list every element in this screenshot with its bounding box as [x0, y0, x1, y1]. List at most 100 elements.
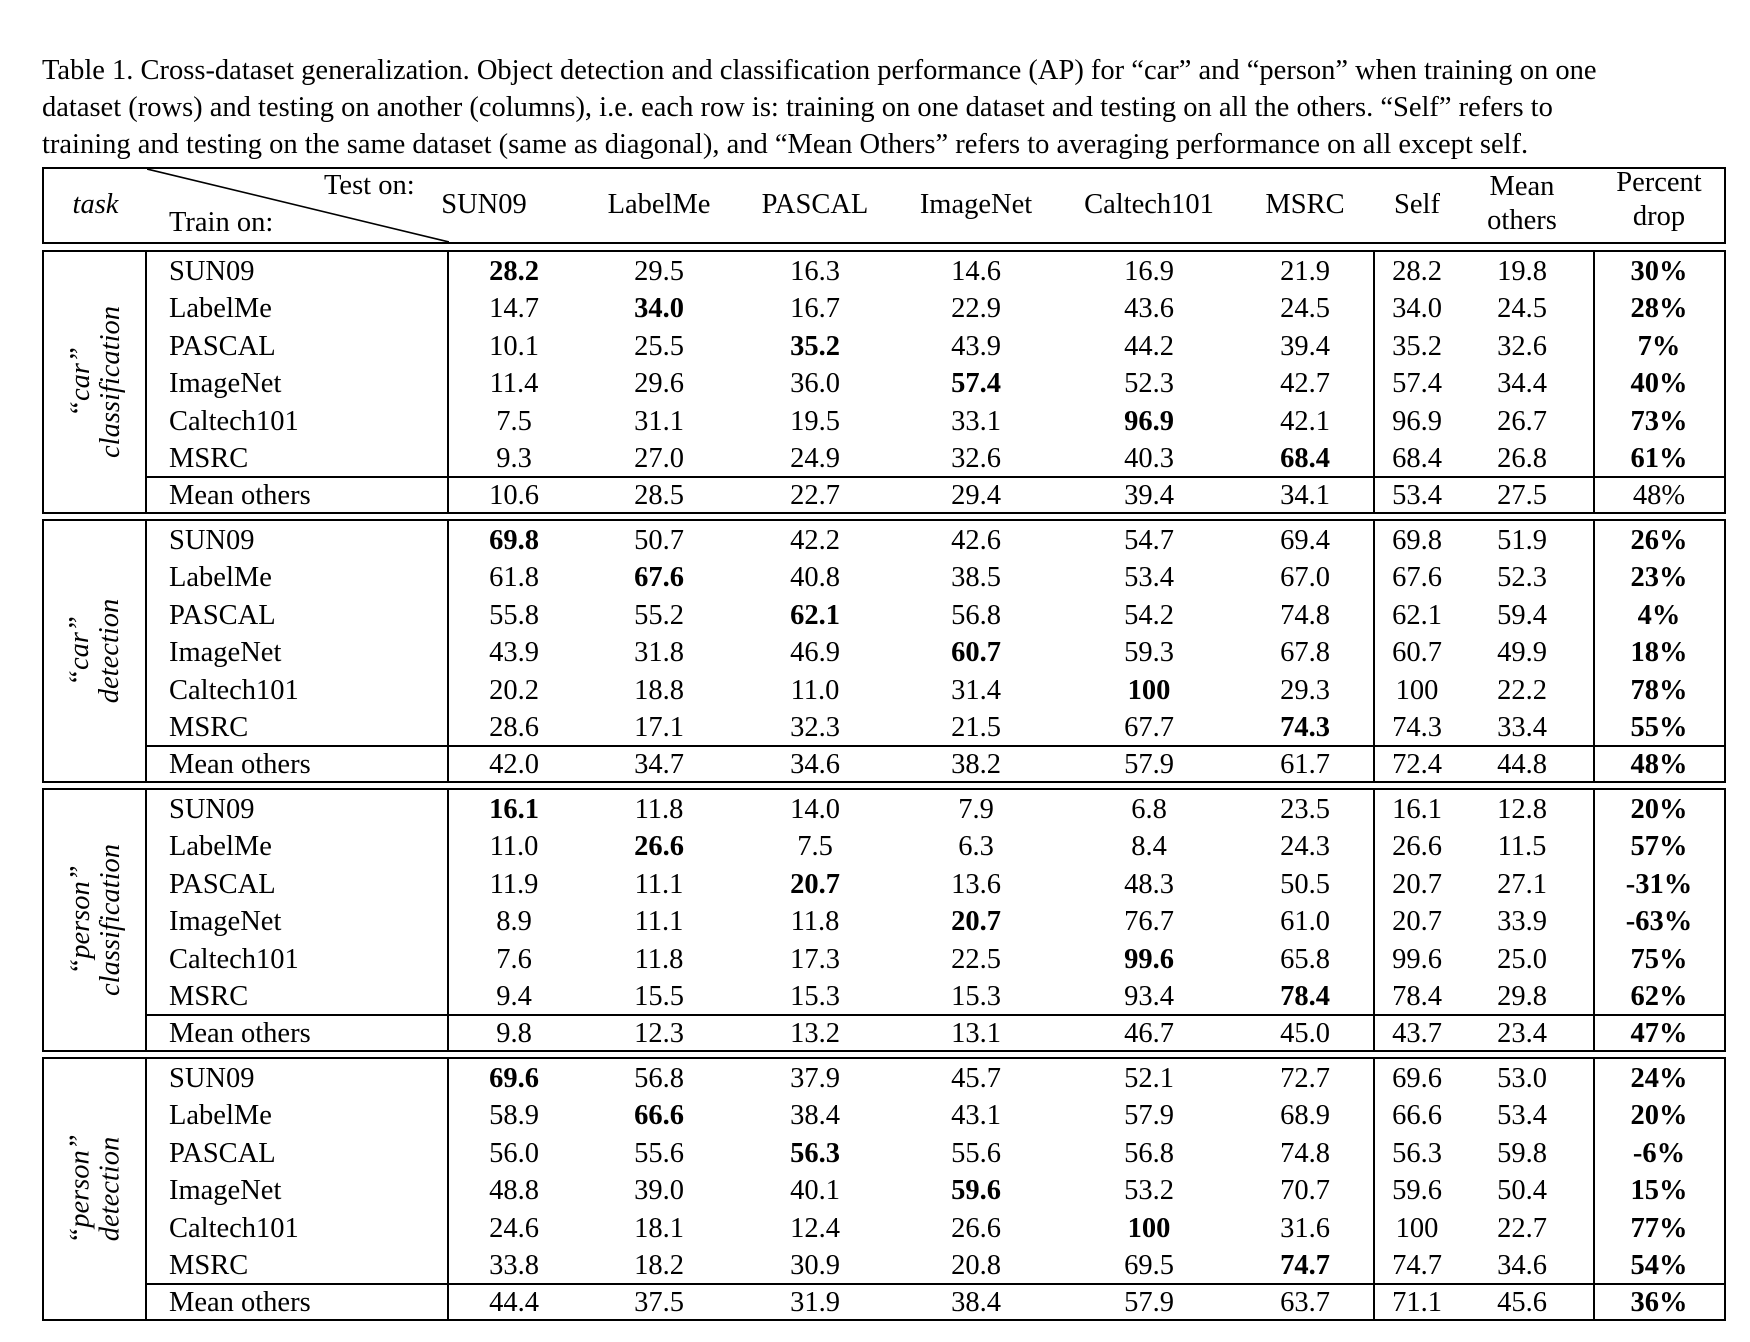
ap-cell: 39.4 [1280, 330, 1330, 362]
ap-cell: 34.7 [634, 749, 684, 781]
ap-cell: 69.4 [1280, 525, 1330, 556]
percent-drop-cell: 54% [1630, 1250, 1688, 1281]
percent-drop-cell: 26% [1630, 525, 1688, 556]
percent-drop-cell: 48% [1630, 749, 1688, 781]
ap-cell: 55.2 [634, 599, 684, 631]
percent-drop-cell: 47% [1630, 1018, 1688, 1050]
ap-cell: 36.0 [790, 368, 840, 400]
ap-cell: 24.9 [790, 443, 840, 474]
column-divider [145, 521, 147, 781]
train-dataset-label: ImageNet [169, 637, 282, 669]
ap-cell: 42.2 [790, 525, 840, 556]
ap-cell: 38.4 [790, 1100, 840, 1132]
ap-cell: 57.9 [1124, 1100, 1174, 1132]
ap-cell: 27.0 [634, 443, 684, 474]
column-divider [1373, 521, 1375, 781]
ap-cell: 12.3 [634, 1018, 684, 1050]
ap-cell: 16.3 [790, 256, 840, 287]
percent-drop-cell: 57% [1630, 831, 1688, 863]
table-caption: Table 1. Cross-dataset generalization. O… [42, 52, 1750, 163]
ap-cell: 67.0 [1280, 562, 1330, 594]
ap-cell: 22.9 [951, 293, 1001, 325]
caption-line: dataset (rows) and testing on another (c… [42, 92, 1553, 123]
ap-cell: 9.3 [496, 443, 532, 474]
train-dataset-label: SUN09 [169, 794, 255, 825]
ap-cell: 76.7 [1124, 906, 1174, 938]
ap-cell: 14.7 [489, 293, 539, 325]
ap-cell: 34.6 [790, 749, 840, 781]
ap-cell: 43.9 [489, 637, 539, 669]
ap-cell: 56.8 [634, 1063, 684, 1094]
self-cell: 56.3 [1392, 1137, 1442, 1169]
mean-others-cell: 33.4 [1497, 712, 1547, 743]
mean-others-cell: 33.9 [1497, 906, 1547, 938]
self-cell: 99.6 [1392, 943, 1442, 975]
mean-others-cell: 23.4 [1497, 1018, 1547, 1050]
ap-cell: 11.9 [489, 868, 539, 900]
ap-cell: 57.9 [1124, 749, 1174, 781]
ap-cell: 9.4 [496, 981, 532, 1012]
percent-drop-cell: 23% [1630, 562, 1688, 594]
ap-cell: 11.1 [634, 868, 684, 900]
percent-drop-cell: 75% [1630, 943, 1688, 975]
mean-row-divider [147, 476, 1724, 479]
mean-others-cell: 19.8 [1497, 256, 1547, 287]
self-cell: 69.6 [1392, 1063, 1442, 1094]
mean-others-cell: 22.7 [1497, 1212, 1547, 1244]
ap-cell: 38.5 [951, 562, 1001, 594]
task-label-text: “person” classification [65, 844, 126, 996]
percent-drop-cell: 20% [1630, 794, 1688, 825]
task-label: “car” classification [44, 252, 147, 512]
ap-cell: 16.9 [1124, 256, 1174, 287]
mean-others-cell: 11.5 [1497, 831, 1547, 863]
column-divider [1373, 790, 1375, 1050]
ap-cell: 30.9 [790, 1250, 840, 1281]
ap-cell: 14.0 [790, 794, 840, 825]
ap-cell: 68.4 [1280, 443, 1330, 474]
train-dataset-label: PASCAL [169, 1137, 276, 1169]
ap-cell: 16.7 [790, 293, 840, 325]
column-divider [1593, 1059, 1595, 1319]
column-divider [1593, 521, 1595, 781]
mean-row-label: Mean others [169, 1287, 311, 1319]
ap-cell: 13.6 [951, 868, 1001, 900]
column-divider [1373, 252, 1375, 512]
ap-cell: 56.3 [790, 1137, 840, 1169]
train-dataset-label: SUN09 [169, 1063, 255, 1094]
ap-cell: 55.8 [489, 599, 539, 631]
ap-cell: 61.7 [1280, 749, 1330, 781]
ap-cell: 17.3 [790, 943, 840, 975]
percent-drop-cell: 7% [1637, 330, 1681, 362]
mean-others-cell: 49.9 [1497, 637, 1547, 669]
ap-cell: 74.8 [1280, 599, 1330, 631]
ap-cell: 15.3 [951, 981, 1001, 1012]
ap-cell: 7.5 [496, 405, 532, 437]
self-cell: 68.4 [1392, 443, 1442, 474]
mean-others-header-line: Mean [1489, 171, 1555, 202]
self-cell: 26.6 [1392, 831, 1442, 863]
ap-cell: 69.8 [489, 525, 539, 556]
ap-cell: 35.2 [790, 330, 840, 362]
self-cell: 72.4 [1392, 749, 1442, 781]
ap-cell: 11.8 [790, 906, 840, 938]
ap-cell: 7.5 [797, 831, 833, 863]
train-dataset-label: PASCAL [169, 599, 276, 631]
ap-cell: 28.5 [634, 480, 684, 512]
ap-cell: 72.7 [1280, 1063, 1330, 1094]
ap-cell: 44.4 [489, 1287, 539, 1319]
column-divider [1373, 1059, 1375, 1319]
column-divider [447, 790, 449, 1050]
ap-cell: 67.8 [1280, 637, 1330, 669]
ap-cell: 32.3 [790, 712, 840, 743]
percent-drop-cell: 20% [1630, 1100, 1688, 1132]
ap-cell: 59.3 [1124, 637, 1174, 669]
ap-cell: 70.7 [1280, 1175, 1330, 1207]
mean-row-divider [147, 1283, 1724, 1286]
task-label: “person” classification [44, 790, 147, 1050]
ap-cell: 20.7 [951, 906, 1001, 938]
ap-cell: 39.0 [634, 1175, 684, 1207]
self-cell: 69.8 [1392, 525, 1442, 556]
mean-row-label: Mean others [169, 480, 311, 512]
ap-cell: 15.3 [790, 981, 840, 1012]
percent-drop-cell: -63% [1625, 906, 1693, 938]
